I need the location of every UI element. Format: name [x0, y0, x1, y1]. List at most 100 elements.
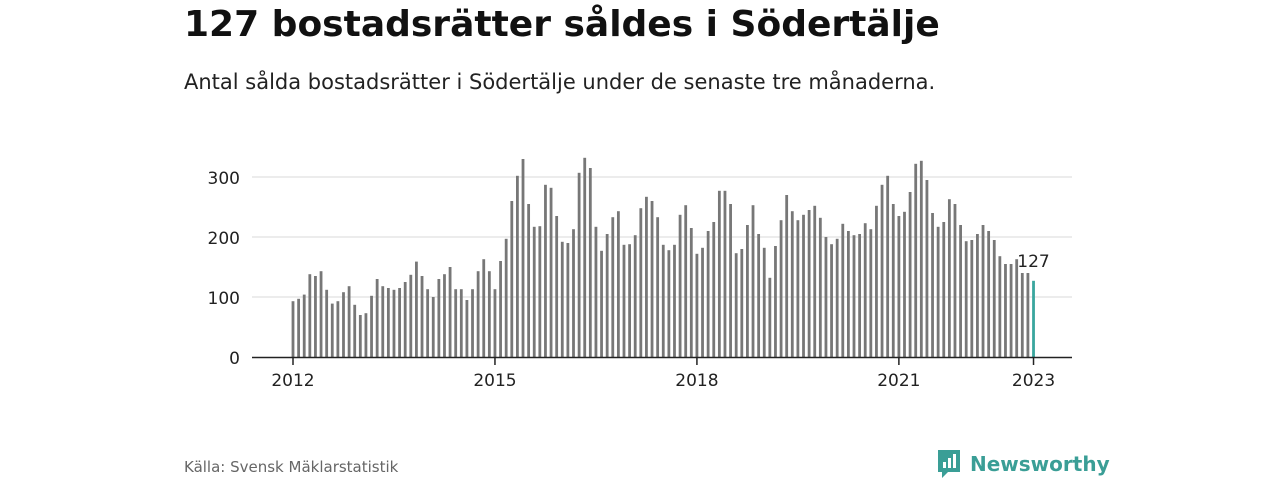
bar — [370, 295, 373, 357]
bar — [689, 228, 693, 357]
bar — [914, 163, 918, 357]
bar — [673, 244, 676, 357]
bar — [426, 289, 430, 357]
bar — [588, 168, 592, 357]
bar — [577, 172, 581, 357]
bar — [549, 187, 553, 357]
bar-highlight — [1032, 280, 1035, 357]
bar — [544, 184, 547, 357]
bar — [740, 249, 744, 357]
bar — [779, 220, 783, 357]
bar — [611, 217, 615, 357]
highlight-data-label: 127 — [1017, 252, 1049, 272]
x-tick-label: 2015 — [473, 371, 516, 391]
bar — [476, 271, 480, 357]
bar — [678, 214, 682, 357]
bar — [650, 201, 654, 357]
bar — [936, 226, 940, 357]
bar — [897, 216, 901, 357]
brand-logo: Newsworthy — [936, 448, 1110, 480]
bar — [981, 225, 985, 357]
bar — [566, 243, 570, 357]
bar — [998, 256, 1002, 357]
bar — [931, 213, 934, 357]
bar — [987, 231, 991, 357]
bar — [1026, 273, 1030, 357]
bar — [386, 288, 390, 357]
bar — [572, 229, 575, 357]
bar — [443, 274, 446, 357]
bar — [314, 276, 317, 357]
bar — [684, 205, 688, 357]
bar — [846, 231, 850, 357]
bar — [807, 210, 811, 357]
bar — [953, 204, 957, 357]
bar — [600, 250, 603, 357]
bar — [774, 246, 777, 357]
bar — [521, 159, 525, 357]
bar — [835, 238, 839, 357]
bar — [594, 226, 598, 357]
bar — [802, 214, 805, 357]
bar — [409, 274, 413, 357]
bar — [499, 261, 502, 357]
bar — [785, 195, 789, 357]
bar — [454, 289, 458, 357]
bar — [353, 304, 357, 357]
bar — [824, 237, 828, 357]
bar — [437, 279, 441, 357]
bar — [757, 234, 761, 357]
bar — [336, 301, 340, 357]
bar — [342, 292, 345, 357]
bar — [976, 234, 979, 357]
bar — [858, 234, 862, 357]
bar — [656, 217, 660, 357]
bar — [661, 244, 665, 357]
bar — [830, 244, 833, 357]
bar — [796, 220, 800, 357]
bar — [947, 199, 951, 357]
bar — [291, 301, 295, 357]
bar — [347, 286, 351, 357]
bar — [645, 196, 648, 357]
bar — [869, 229, 873, 357]
x-tick-label: 2021 — [877, 371, 920, 391]
bar — [891, 204, 895, 357]
bar — [1004, 264, 1007, 357]
bar — [925, 180, 929, 357]
bar — [302, 294, 306, 357]
bar — [768, 277, 772, 357]
y-tick-label: 200 — [208, 229, 240, 249]
bar — [325, 289, 329, 357]
bar — [403, 282, 407, 357]
bar — [942, 222, 946, 357]
bar — [448, 267, 452, 357]
bar — [734, 253, 738, 357]
bar — [465, 300, 469, 357]
bar — [471, 289, 474, 357]
bar — [622, 244, 626, 357]
bar — [717, 190, 721, 357]
bar — [639, 208, 643, 357]
bar — [706, 231, 710, 357]
bar — [538, 226, 542, 357]
bar — [510, 201, 514, 357]
bar — [1009, 264, 1013, 357]
bar — [431, 297, 435, 357]
bar — [959, 225, 962, 357]
bar — [459, 289, 463, 357]
bar — [751, 205, 755, 357]
bar — [392, 289, 396, 357]
brand-name: Newsworthy — [970, 452, 1110, 476]
bar — [330, 303, 334, 357]
bar — [919, 160, 923, 357]
x-tick-label: 2023 — [1012, 371, 1055, 391]
bar — [886, 175, 890, 357]
bar — [790, 211, 794, 357]
bar — [605, 234, 609, 357]
bar — [420, 276, 424, 357]
bar — [482, 259, 486, 357]
bar — [841, 223, 845, 357]
bar — [818, 217, 822, 357]
bar — [628, 244, 631, 357]
